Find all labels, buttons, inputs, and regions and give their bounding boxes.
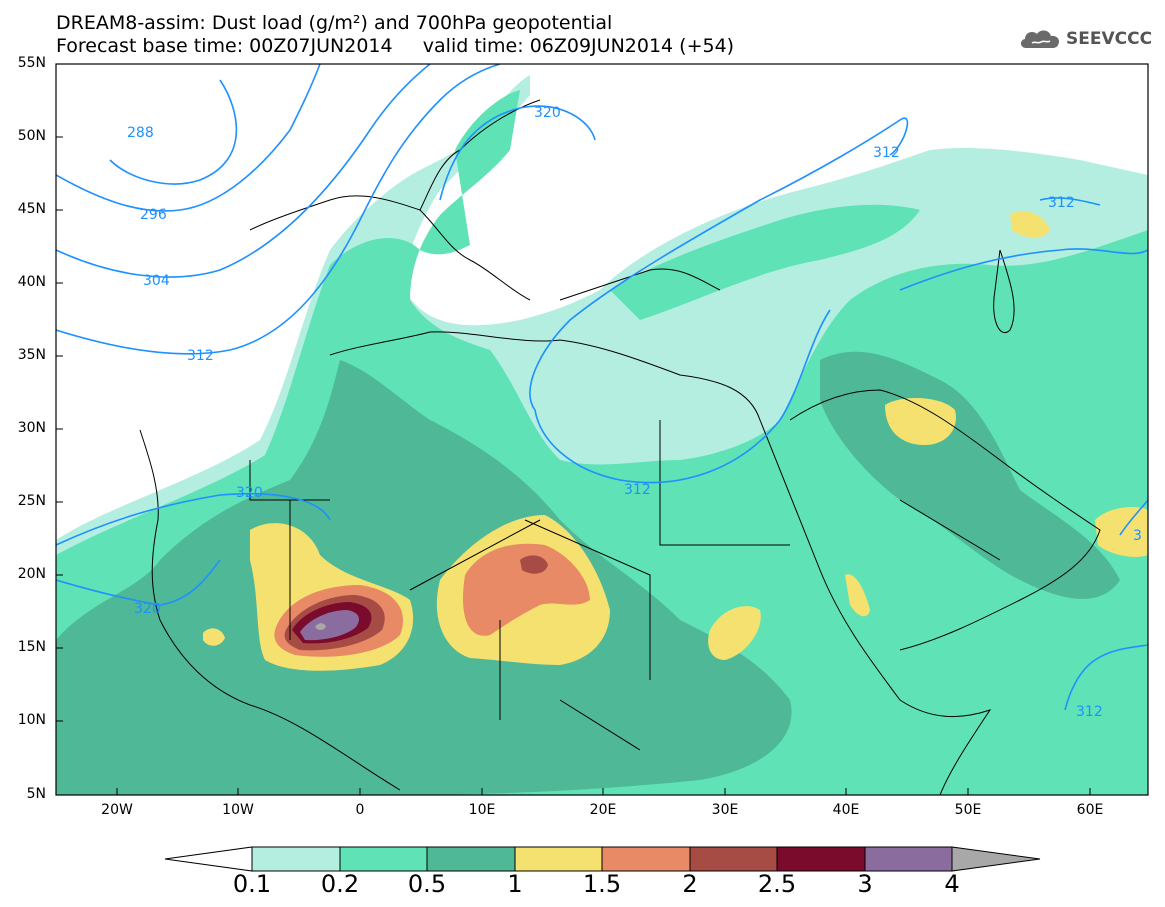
border-lines xyxy=(249,420,1001,751)
contour-label: 296 xyxy=(140,207,167,223)
lon-label: 0 xyxy=(355,802,365,818)
contour-label: 320 xyxy=(236,485,263,501)
lon-label: 50E xyxy=(954,802,982,818)
lon-label: 30E xyxy=(711,802,739,818)
contour-label: 312 xyxy=(873,145,900,161)
lat-label: 15N xyxy=(17,639,46,655)
lon-label: 20W xyxy=(101,802,133,818)
colorbar-label: 1.5 xyxy=(582,870,622,898)
colorbar-segment xyxy=(251,846,341,872)
lat-label: 20N xyxy=(17,566,46,582)
lat-label: 55N xyxy=(17,55,46,71)
contour-320-sw xyxy=(56,559,221,606)
contour-312-west xyxy=(56,64,501,355)
cloud-icon xyxy=(1020,30,1060,48)
colorbar-segment xyxy=(864,846,953,872)
contour-312-south xyxy=(534,309,831,484)
colorbar-label: 3 xyxy=(857,870,873,898)
contour-label: 320 xyxy=(534,105,561,121)
dust-level-1f xyxy=(845,574,870,617)
coastline-arabia xyxy=(789,389,1101,651)
contour-label: 312 xyxy=(1048,195,1075,211)
lat-label: 5N xyxy=(26,786,46,802)
contour-label: 312 xyxy=(1076,704,1103,720)
contour-320-north xyxy=(439,105,596,201)
dust-level-1c xyxy=(1010,210,1050,238)
colorbar-under-arrow xyxy=(164,846,253,872)
colorbar-label: 0.2 xyxy=(320,870,360,898)
contour-3-east xyxy=(1119,499,1148,536)
colorbar-segment xyxy=(601,846,691,872)
colorbar-over-arrow xyxy=(951,846,1041,872)
lat-label: 10N xyxy=(17,712,46,728)
dust-level-4 xyxy=(315,623,326,630)
lon-label: 10W xyxy=(222,802,254,818)
colorbar-label: 0.5 xyxy=(407,870,447,898)
contour-312-ne xyxy=(1039,197,1101,206)
lat-label: 45N xyxy=(17,201,46,217)
colorbar-label: 2 xyxy=(682,870,698,898)
contour-label: 312 xyxy=(624,482,651,498)
contour-label: 288 xyxy=(127,125,154,141)
contour-label: 3 xyxy=(1133,528,1142,544)
colorbar-segment xyxy=(339,846,428,872)
colorbar xyxy=(164,846,1041,872)
contour-296 xyxy=(56,64,321,212)
contour-304 xyxy=(56,64,431,278)
contour-label: 312 xyxy=(187,348,214,364)
seevccc-logo: SEEVCCC xyxy=(1018,24,1152,54)
contour-label: 320 xyxy=(134,601,161,617)
colorbar-segment xyxy=(514,846,603,872)
lat-label: 50N xyxy=(17,128,46,144)
map-subtitle: Forecast base time: 00Z07JUN2014 valid t… xyxy=(56,35,735,57)
coastline-caspian xyxy=(993,249,1015,333)
lat-label: 35N xyxy=(17,347,46,363)
contour-312-east xyxy=(529,117,909,411)
contour-288 xyxy=(109,79,238,185)
colorbar-segment xyxy=(689,846,778,872)
colorbar-label: 4 xyxy=(944,870,960,898)
colorbar-label: 1 xyxy=(507,870,523,898)
coastline-africa xyxy=(139,331,992,795)
contour-label: 304 xyxy=(143,273,170,289)
colorbar-segment xyxy=(776,846,866,872)
dust-level-1g xyxy=(203,628,225,646)
dust-level-3 xyxy=(300,610,359,641)
lat-label: 30N xyxy=(17,420,46,436)
lat-label: 25N xyxy=(17,493,46,509)
lon-label: 20E xyxy=(589,802,617,818)
map-title: DREAM8-assim: Dust load (g/m²) and 700hP… xyxy=(56,12,613,34)
contour-312-ne2 xyxy=(899,248,1148,291)
colorbar-label: 2.5 xyxy=(757,870,797,898)
lon-label: 60E xyxy=(1076,802,1104,818)
dust-level-1b xyxy=(885,398,956,445)
lon-label: 10E xyxy=(468,802,496,818)
lat-label: 40N xyxy=(17,274,46,290)
colorbar-label: 0.1 xyxy=(232,870,272,898)
contour-320-west xyxy=(56,492,331,546)
contour-312-se xyxy=(1064,644,1148,711)
logo-text: SEEVCCC xyxy=(1066,29,1153,49)
lon-label: 40E xyxy=(832,802,860,818)
colorbar-segment xyxy=(426,846,516,872)
dust-level-1d xyxy=(708,606,761,660)
